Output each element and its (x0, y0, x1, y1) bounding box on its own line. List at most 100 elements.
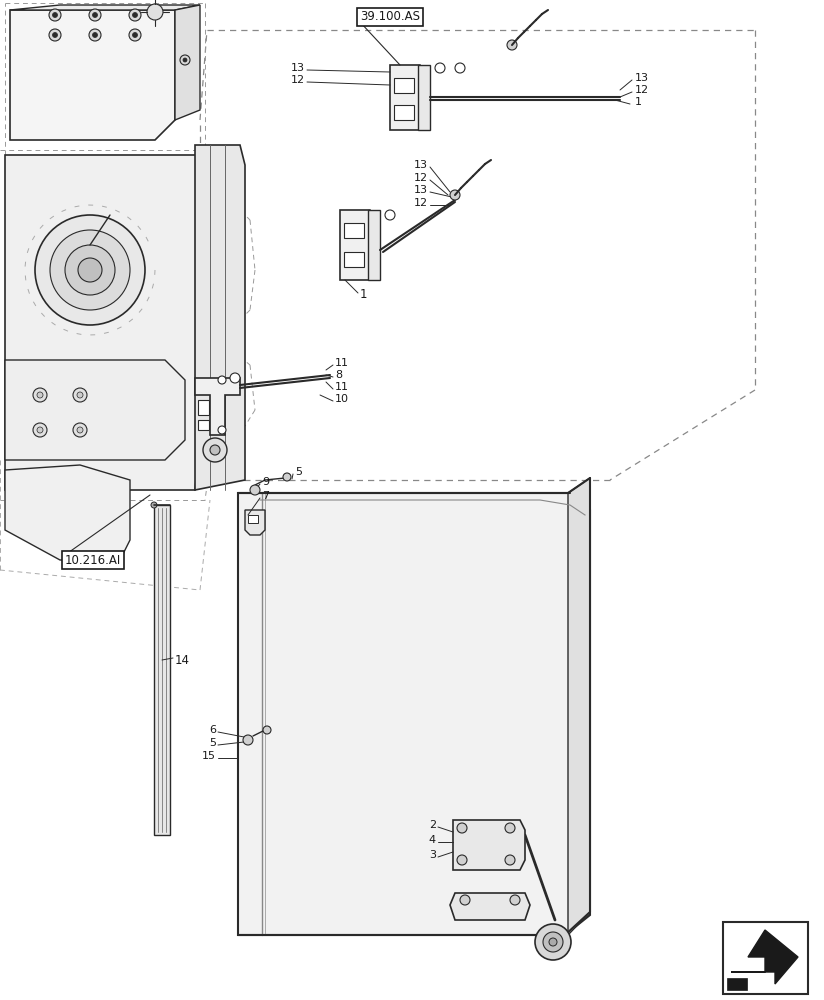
Text: 1: 1 (635, 97, 642, 107)
Circle shape (35, 215, 145, 325)
Circle shape (218, 376, 226, 384)
Polygon shape (10, 5, 200, 10)
Text: 12: 12 (414, 173, 428, 183)
Circle shape (535, 924, 571, 960)
Text: 11: 11 (335, 382, 349, 392)
Circle shape (37, 427, 43, 433)
Text: 13: 13 (414, 185, 428, 195)
Circle shape (549, 938, 557, 946)
Circle shape (49, 29, 61, 41)
Circle shape (89, 9, 101, 21)
Circle shape (147, 4, 163, 20)
Text: 13: 13 (414, 160, 428, 170)
Circle shape (49, 9, 61, 21)
Circle shape (460, 895, 470, 905)
Text: 12: 12 (414, 198, 428, 208)
Text: 4: 4 (428, 835, 436, 845)
Circle shape (77, 392, 83, 398)
Circle shape (283, 473, 291, 481)
Circle shape (505, 855, 515, 865)
Circle shape (505, 823, 515, 833)
Text: 3: 3 (429, 850, 436, 860)
Bar (248, 515, 258, 523)
Circle shape (65, 245, 115, 295)
Text: 6: 6 (209, 725, 216, 735)
Text: 1: 1 (360, 288, 368, 302)
Circle shape (385, 210, 395, 220)
Polygon shape (450, 893, 530, 920)
Circle shape (133, 32, 138, 37)
Text: 2: 2 (428, 820, 436, 830)
Circle shape (33, 388, 47, 402)
Polygon shape (5, 155, 240, 490)
Polygon shape (568, 478, 590, 935)
Polygon shape (195, 378, 240, 435)
Text: 7: 7 (262, 491, 269, 501)
Circle shape (129, 29, 141, 41)
Polygon shape (340, 210, 375, 280)
Circle shape (455, 63, 465, 73)
Circle shape (450, 190, 460, 200)
Circle shape (133, 12, 138, 17)
Bar (198, 420, 209, 430)
Polygon shape (390, 65, 425, 130)
Circle shape (510, 895, 520, 905)
Bar (723, 922, 808, 994)
Circle shape (92, 32, 97, 37)
Circle shape (183, 58, 187, 62)
Text: 15: 15 (202, 751, 216, 761)
Circle shape (92, 12, 97, 17)
Text: 11: 11 (335, 358, 349, 368)
Bar (344, 223, 364, 238)
Circle shape (89, 29, 101, 41)
Polygon shape (731, 930, 798, 984)
Polygon shape (175, 5, 200, 120)
Circle shape (73, 423, 87, 437)
Circle shape (230, 373, 240, 383)
Circle shape (210, 445, 220, 455)
Bar (394, 105, 414, 120)
Circle shape (250, 485, 260, 495)
Circle shape (180, 55, 190, 65)
Circle shape (543, 932, 563, 952)
Circle shape (78, 258, 102, 282)
Polygon shape (238, 493, 590, 935)
Circle shape (457, 855, 467, 865)
Circle shape (53, 32, 58, 37)
Circle shape (263, 726, 271, 734)
Text: 8: 8 (335, 370, 342, 380)
Text: 12: 12 (635, 85, 649, 95)
Polygon shape (453, 820, 525, 870)
Text: 10.216.AI: 10.216.AI (65, 554, 121, 566)
Circle shape (151, 502, 157, 508)
Polygon shape (5, 360, 185, 460)
Text: 39.100.AS: 39.100.AS (360, 10, 420, 23)
Polygon shape (195, 145, 245, 490)
Bar (368, 210, 380, 280)
Bar (727, 978, 747, 990)
Polygon shape (245, 510, 265, 535)
Circle shape (203, 438, 227, 462)
Text: 5: 5 (209, 738, 216, 748)
Circle shape (77, 427, 83, 433)
Bar (418, 65, 430, 130)
Circle shape (37, 392, 43, 398)
Circle shape (243, 735, 253, 745)
Circle shape (33, 423, 47, 437)
Circle shape (73, 388, 87, 402)
Polygon shape (5, 465, 130, 560)
Text: 13: 13 (635, 73, 649, 83)
Text: 10: 10 (335, 394, 349, 404)
Text: 9: 9 (262, 477, 269, 487)
Circle shape (507, 40, 517, 50)
Text: 13: 13 (291, 63, 305, 73)
Circle shape (129, 9, 141, 21)
Circle shape (50, 230, 130, 310)
Bar (344, 252, 364, 267)
Circle shape (435, 63, 445, 73)
Bar (394, 78, 414, 93)
Polygon shape (10, 10, 175, 140)
Circle shape (218, 426, 226, 434)
Bar (198, 400, 209, 415)
Text: 5: 5 (295, 467, 302, 477)
